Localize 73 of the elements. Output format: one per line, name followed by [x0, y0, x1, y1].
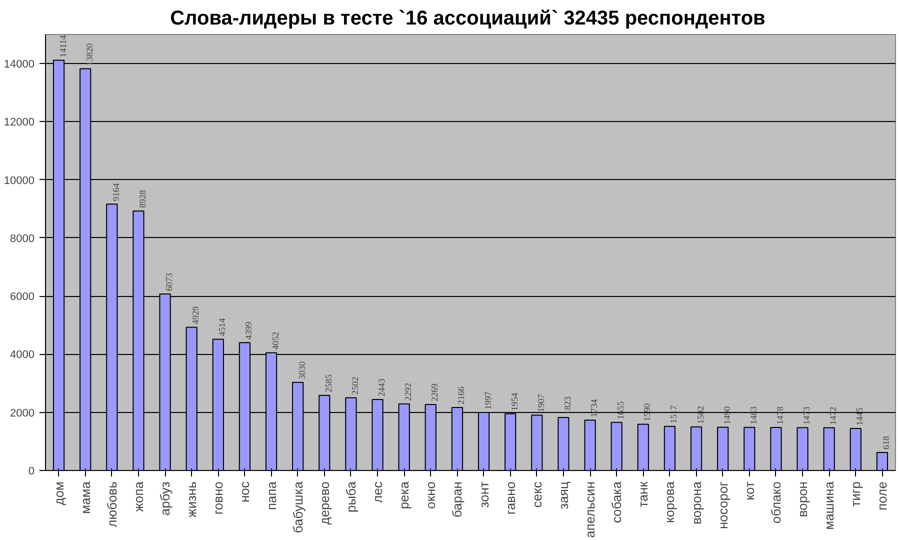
- x-tick-label: баран: [450, 481, 465, 518]
- data-label: 1590: [642, 402, 652, 422]
- data-label: 1472: [828, 406, 838, 425]
- x-tick-label: говно: [210, 481, 226, 514]
- data-label: 1655: [616, 400, 626, 420]
- x-tick-label: дерево: [316, 482, 332, 525]
- x-tick-label: жопа: [130, 480, 146, 512]
- data-label: 14114: [58, 34, 68, 58]
- x-tick-label: дом: [51, 481, 66, 506]
- x-tick-label: собака: [609, 480, 624, 523]
- x-tick-label: жизнь: [184, 481, 200, 518]
- x-tick-label: поле: [874, 481, 890, 510]
- x-tick-label: бабушка: [290, 480, 306, 534]
- x-tick-label: тигр: [848, 482, 864, 507]
- data-label: 1490: [722, 406, 732, 424]
- data-label: 1483: [748, 406, 758, 424]
- data-label: 1954: [509, 392, 520, 411]
- data-label: 4052: [270, 332, 280, 350]
- x-tick-label: окно: [423, 482, 438, 509]
- data-label: 618: [881, 436, 892, 450]
- x-tick-label: зонт: [476, 481, 492, 508]
- data-label: 1997: [482, 390, 493, 410]
- x-tick-label: корова: [662, 480, 678, 524]
- x-tick-label: нос: [237, 481, 252, 502]
- data-label: 3030: [296, 360, 307, 380]
- x-tick-label: арбуз: [158, 481, 173, 516]
- y-tick-label: 10000: [4, 174, 35, 187]
- data-label: 2585: [323, 374, 334, 392]
- y-tick-label: 12000: [4, 116, 35, 129]
- y-tick-label: 0: [28, 466, 35, 478]
- data-label: 1473: [802, 406, 812, 425]
- x-tick-label: папа: [264, 480, 279, 510]
- data-label: 1445: [854, 407, 865, 426]
- x-tick-label: река: [396, 480, 412, 510]
- data-label: 4929: [190, 306, 201, 324]
- x-tick-label: ворон: [795, 481, 810, 518]
- data-label: 1907: [536, 394, 546, 412]
- data-label: 2166: [456, 386, 466, 405]
- x-tick-label: танк: [636, 481, 651, 508]
- data-label: 2269: [430, 383, 440, 402]
- x-tick-label: кот: [742, 481, 757, 500]
- x-tick-label: машина: [822, 480, 837, 530]
- data-label: 1478: [774, 406, 785, 425]
- x-tick-label: мама: [78, 480, 93, 514]
- x-tick-label: лес: [370, 481, 386, 503]
- data-label: 8928: [137, 189, 148, 208]
- y-tick-label: 2000: [10, 407, 35, 420]
- data-label: 9164: [110, 182, 121, 202]
- x-tick-label: любовь: [104, 481, 120, 528]
- data-label: 4399: [244, 321, 254, 340]
- y-tick-label: 4000: [10, 349, 35, 362]
- data-label: 4514: [217, 318, 228, 336]
- x-tick-label: рыба: [343, 480, 358, 512]
- data-label: 1502: [695, 406, 706, 424]
- x-tick-label: гавно: [502, 481, 518, 514]
- data-label: 1734: [589, 398, 600, 418]
- x-tick-label: апельсин: [582, 481, 598, 538]
- y-tick-label: 14000: [4, 58, 35, 71]
- data-label: 1517: [668, 404, 679, 424]
- x-tick-label: носорог: [715, 481, 730, 529]
- y-tick-label: 8000: [10, 232, 35, 245]
- data-label: 6073: [164, 272, 174, 291]
- data-label: 1823: [562, 396, 572, 415]
- x-tick-label: секс: [529, 481, 544, 508]
- data-label: 2292: [403, 382, 414, 401]
- x-tick-label: ворона: [688, 480, 704, 524]
- data-label: 2502: [350, 376, 360, 395]
- x-tick-label: заяц: [556, 480, 571, 510]
- data-label: 13820: [84, 42, 94, 66]
- x-tick-label: облако: [768, 481, 784, 524]
- y-tick-label: 6000: [10, 291, 35, 304]
- data-label: 2443: [376, 378, 387, 396]
- chart-title: Слова-лидеры в тесте `16 ассоциаций` 32435 респондентов: [170, 8, 766, 30]
